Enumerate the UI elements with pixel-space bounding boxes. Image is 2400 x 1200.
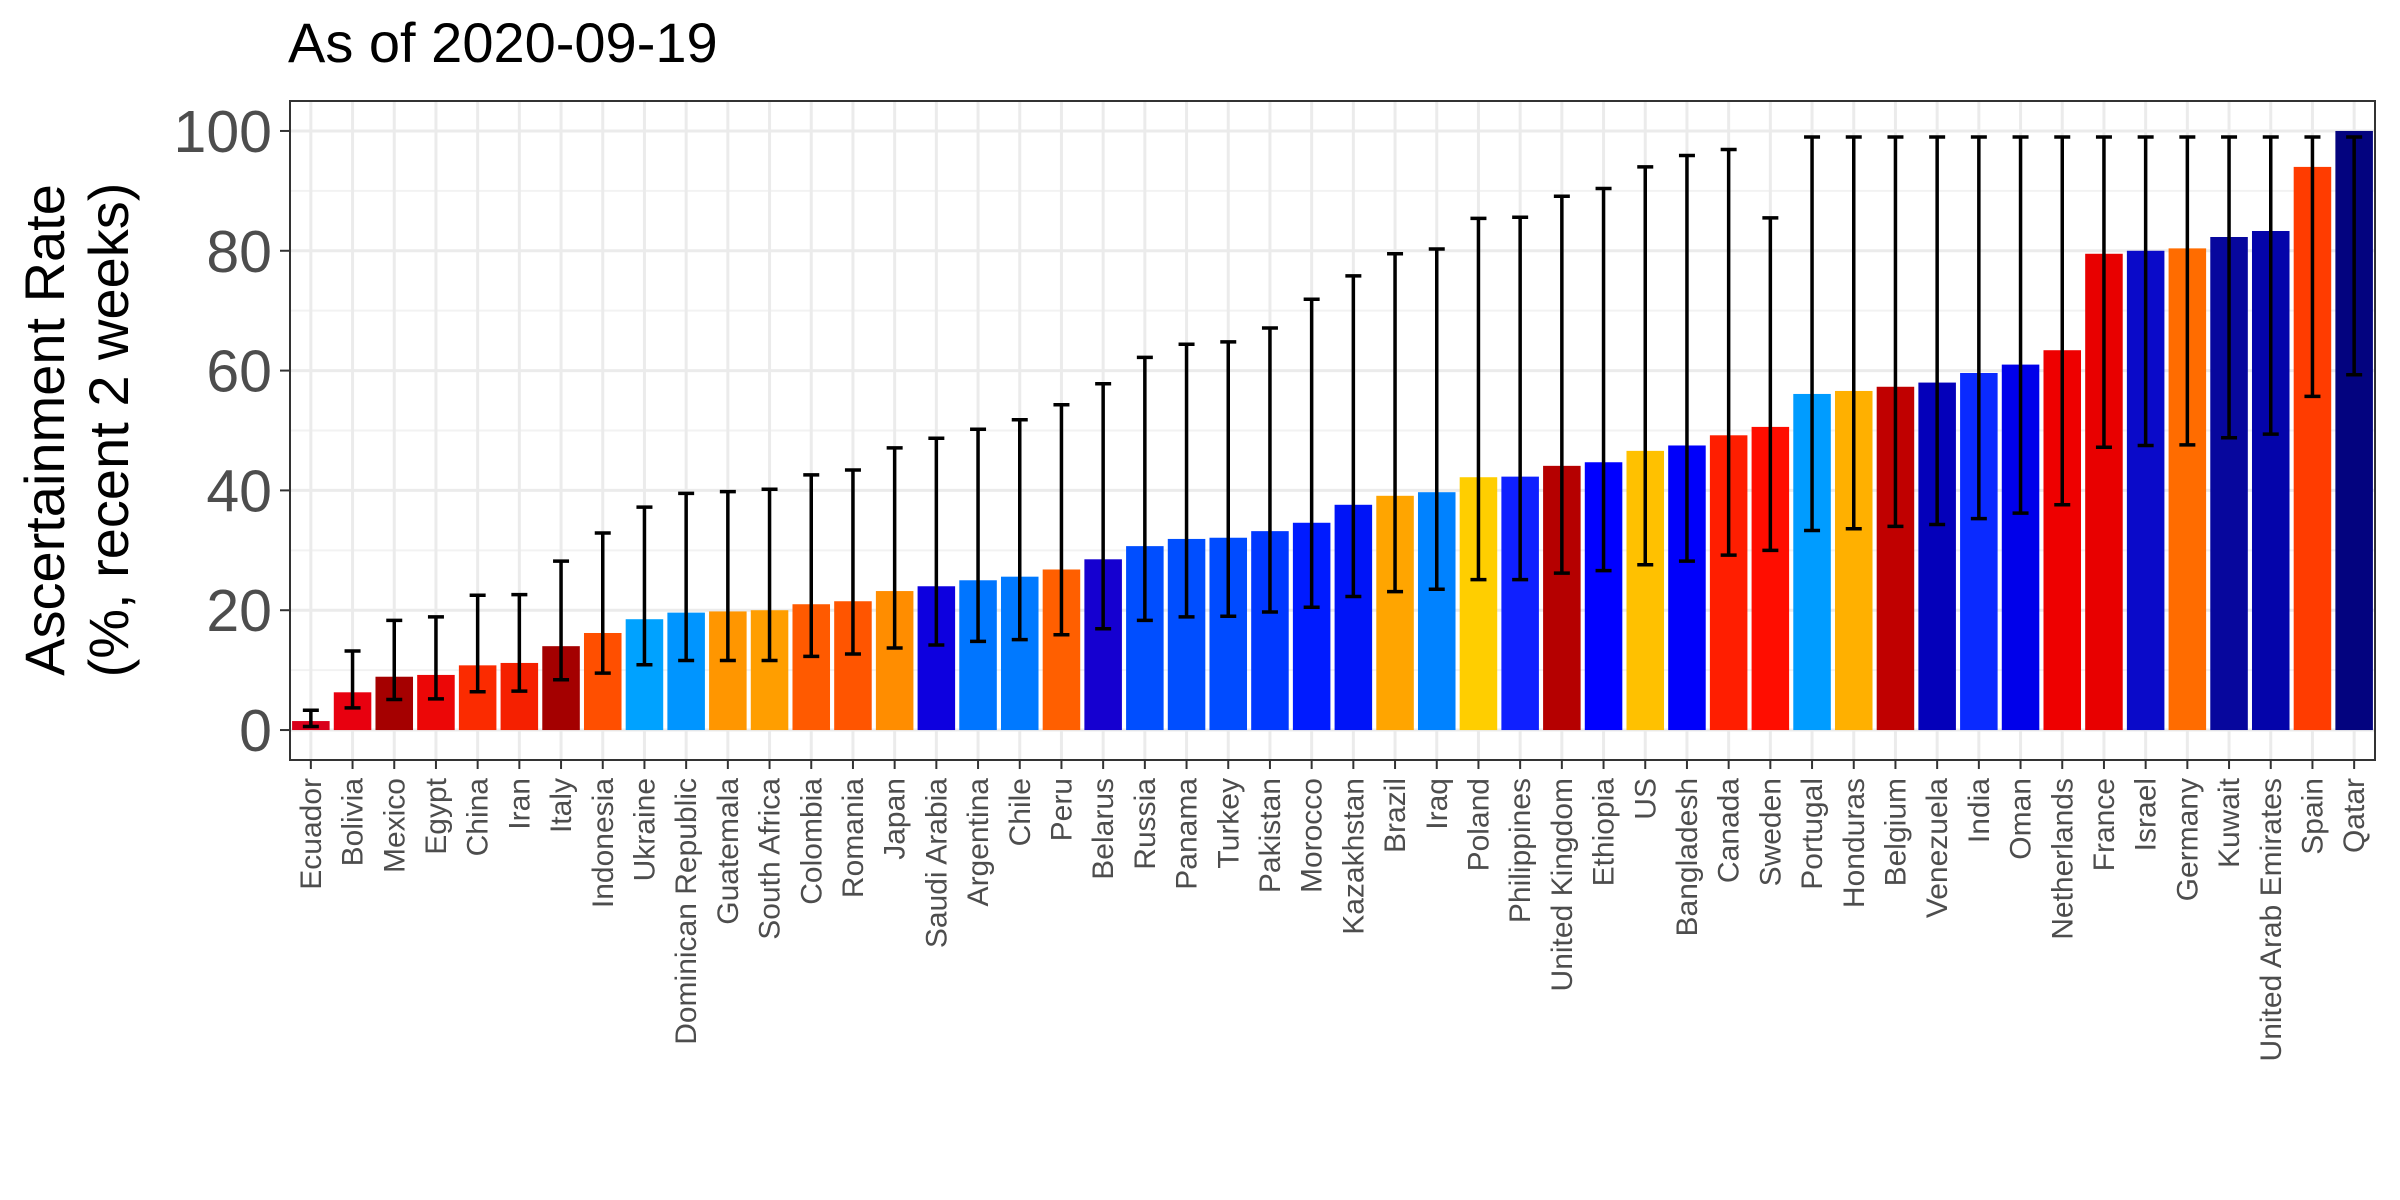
- x-tick-label: Bolivia: [337, 778, 370, 867]
- y-axis-label: Ascertainment Rate (%, recent 2 weeks): [13, 183, 140, 678]
- x-tick-label: Bangladesh: [1671, 778, 1704, 936]
- x-tick-label: US: [1629, 778, 1662, 820]
- x-tick-label: Israel: [2130, 778, 2163, 851]
- x-tick-label: Ethiopia: [1588, 778, 1621, 887]
- x-tick-label: Pakistan: [1254, 778, 1287, 893]
- x-tick-label: Ecuador: [295, 778, 328, 890]
- x-tick-label: Indonesia: [587, 778, 620, 908]
- x-tick-label: Canada: [1713, 778, 1746, 883]
- x-tick-label: Belarus: [1087, 778, 1120, 880]
- chart-title: As of 2020-09-19: [288, 11, 718, 74]
- x-tick-label: Oman: [2005, 778, 2038, 860]
- y-tick-label: 0: [239, 698, 272, 764]
- x-tick-label: Peru: [1045, 778, 1078, 841]
- x-tick-label: Portugal: [1796, 778, 1829, 890]
- x-tick-label: France: [2088, 778, 2121, 871]
- y-tick-label: 60: [206, 339, 272, 405]
- x-tick-label: Poland: [1462, 778, 1495, 871]
- x-tick-label: Guatemala: [712, 778, 745, 925]
- y-axis-label-line2: (%, recent 2 weeks): [77, 183, 140, 678]
- x-tick-label: United Kingdom: [1546, 778, 1579, 991]
- plot-panel-border: [289, 100, 2376, 761]
- x-tick-label: India: [1963, 778, 1996, 843]
- x-tick-label: Colombia: [795, 778, 828, 905]
- x-tick-label: Morocco: [1296, 778, 1329, 893]
- x-tick-label: Iran: [503, 778, 536, 830]
- x-tick-label: Kuwait: [2213, 777, 2246, 868]
- x-tick-label: Venezuela: [1921, 778, 1954, 918]
- y-tick-label: 40: [206, 458, 272, 524]
- y-tick-label: 20: [206, 578, 272, 644]
- x-tick-label: Italy: [545, 778, 578, 833]
- x-tick-label: Qatar: [2338, 778, 2371, 853]
- x-tick-label: Spain: [2296, 778, 2329, 855]
- x-tick-label: Germany: [2171, 778, 2204, 901]
- x-tick-label: Sweden: [1754, 778, 1787, 886]
- x-tick-label: Romania: [837, 778, 870, 898]
- x-tick-label: Kazakhstan: [1337, 778, 1370, 935]
- x-tick-label: United Arab Emirates: [2255, 778, 2288, 1061]
- x-tick-label: Saudi Arabia: [920, 778, 953, 948]
- x-tick-label: Japan: [879, 778, 912, 860]
- y-axis: 0 20 40 60 80 100: [174, 99, 290, 764]
- y-axis-label-line1: Ascertainment Rate: [13, 184, 76, 676]
- x-tick-label: Dominican Republic: [670, 778, 703, 1045]
- x-tick-label: Philippines: [1504, 778, 1537, 923]
- x-tick-label: Egypt: [420, 777, 453, 854]
- x-tick-label: Argentina: [962, 778, 995, 907]
- x-tick-label: China: [462, 778, 495, 857]
- x-tick-label: Mexico: [378, 778, 411, 873]
- x-tick-label: Iraq: [1421, 778, 1454, 830]
- x-tick-label: Honduras: [1838, 778, 1871, 908]
- x-tick-label: Brazil: [1379, 778, 1412, 853]
- x-tick-label: South Africa: [754, 778, 787, 940]
- x-axis: Ecuador Bolivia Mexico Egypt China Iran Italy I…: [295, 760, 2371, 1061]
- x-tick-label: Belgium: [1879, 778, 1912, 886]
- error-bars: [302, 135, 2363, 729]
- x-tick-label: Russia: [1129, 778, 1162, 870]
- y-tick-label: 100: [174, 99, 272, 165]
- x-tick-label: Chile: [1004, 778, 1037, 846]
- x-tick-label: Panama: [1171, 778, 1204, 890]
- y-tick-label: 80: [206, 219, 272, 285]
- x-tick-label: Netherlands: [2046, 778, 2079, 940]
- x-tick-label: Turkey: [1212, 778, 1245, 869]
- x-tick-label: Ukraine: [628, 778, 661, 881]
